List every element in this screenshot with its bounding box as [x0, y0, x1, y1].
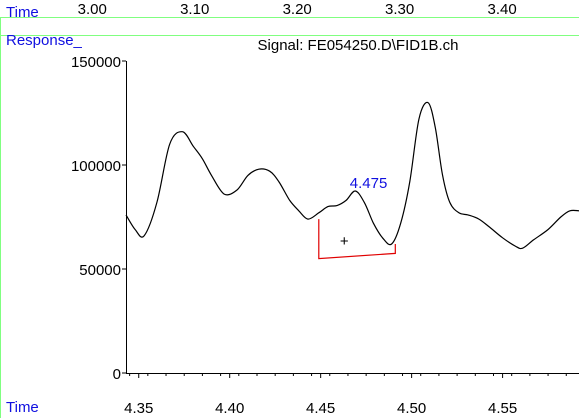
x-tick-label: 4.45 — [306, 400, 335, 417]
cursor-marker: + — [340, 233, 349, 250]
y-tick-label: 100000 — [71, 158, 121, 175]
top-axis-label: Time — [6, 4, 39, 21]
peak-retention-label: 4.475 — [350, 175, 388, 192]
chart-title: Signal: FE054250.D\FID1B.ch — [258, 37, 459, 54]
y-tick-label: 150000 — [71, 54, 121, 71]
x-axis: 4.35 4.40 4.45 4.50 4.55 — [124, 373, 579, 417]
top-tick-label: 3.20 — [283, 1, 312, 18]
y-axis-label: Response_ — [6, 32, 83, 49]
top-tick-label: 3.00 — [78, 1, 107, 18]
y-axis: 0 50000 100000 150000 — [71, 54, 127, 383]
signal-trace-line — [125, 101, 579, 250]
top-time-tick-labels: 3.00 3.10 3.20 3.30 3.40 — [78, 1, 517, 18]
y-tick-label: 0 — [113, 366, 121, 383]
plot-area: 4.475 + — [125, 101, 579, 260]
x-tick-label: 4.40 — [215, 400, 244, 417]
x-tick-label: 4.50 — [397, 400, 426, 417]
y-tick-label: 50000 — [79, 262, 121, 279]
top-tick-label: 3.40 — [488, 1, 517, 18]
x-tick-label: 4.35 — [124, 400, 153, 417]
integration-baseline — [318, 219, 396, 260]
x-tick-label: 4.55 — [488, 400, 517, 417]
top-tick-label: 3.30 — [385, 1, 414, 18]
top-tick-label: 3.10 — [180, 1, 209, 18]
bottom-axis-label: Time — [6, 399, 39, 416]
